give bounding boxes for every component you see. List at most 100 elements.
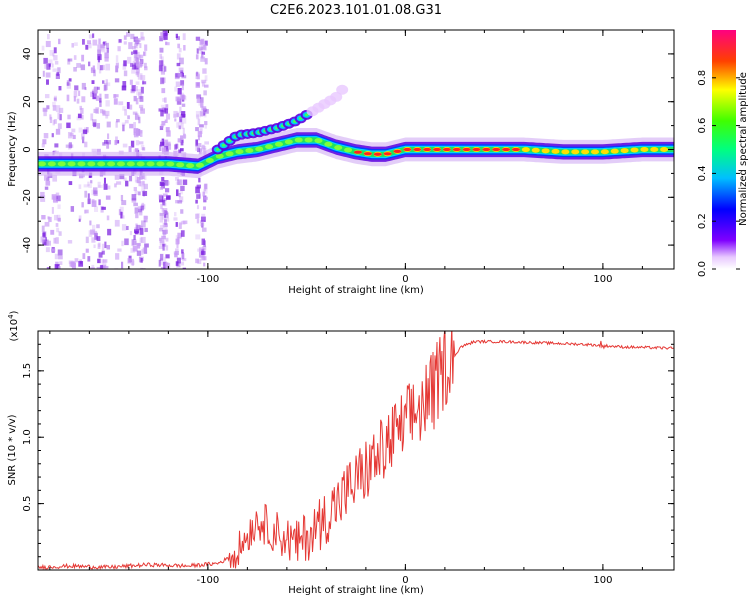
noise-speck bbox=[129, 62, 134, 67]
noise-speck bbox=[175, 199, 179, 204]
noise-speck bbox=[46, 105, 50, 110]
noise-speck bbox=[106, 47, 109, 53]
noise-speck bbox=[105, 63, 111, 71]
noise-speck bbox=[46, 177, 50, 181]
noise-speck bbox=[175, 222, 178, 227]
noise-speck bbox=[196, 71, 199, 77]
noise-speck bbox=[113, 94, 117, 99]
noise-speck bbox=[164, 212, 169, 219]
noise-speck bbox=[91, 90, 95, 94]
blob-core bbox=[511, 147, 520, 152]
noise-speck bbox=[105, 100, 110, 107]
noise-speck bbox=[84, 141, 88, 148]
noise-speck bbox=[158, 65, 163, 72]
noise-speck bbox=[182, 179, 188, 185]
noise-speck bbox=[130, 140, 135, 148]
noise-speck bbox=[203, 189, 208, 194]
noise-speck bbox=[200, 38, 205, 45]
noise-speck bbox=[106, 185, 111, 190]
noise-speck bbox=[48, 59, 53, 65]
noise-speck bbox=[196, 184, 202, 189]
snr-ylabel: SNR (10 * v/v) bbox=[7, 414, 18, 485]
noise-speck bbox=[141, 202, 145, 207]
noise-speck bbox=[92, 230, 98, 235]
noise-speck bbox=[181, 84, 184, 91]
noise-speck bbox=[159, 258, 163, 265]
noise-speck bbox=[134, 190, 139, 195]
noise-speck bbox=[99, 259, 105, 264]
noise-speck bbox=[140, 32, 144, 39]
noise-speck bbox=[196, 205, 200, 210]
noise-speck bbox=[106, 140, 112, 145]
noise-speck bbox=[180, 140, 184, 146]
noise-speck bbox=[66, 94, 70, 102]
noise-speck bbox=[177, 138, 182, 143]
noise-speck bbox=[81, 82, 86, 90]
noise-speck bbox=[118, 101, 124, 106]
noise-speck bbox=[116, 181, 122, 185]
noise-speck bbox=[203, 111, 206, 116]
noise-speck bbox=[125, 180, 129, 187]
noise-speck bbox=[178, 149, 182, 154]
noise-speck bbox=[90, 267, 95, 269]
noise-speck bbox=[159, 125, 164, 131]
noise-speck bbox=[93, 92, 97, 98]
noise-speck bbox=[164, 218, 170, 222]
noise-speck bbox=[136, 89, 141, 96]
noise-speck bbox=[66, 122, 71, 129]
noise-speck bbox=[54, 264, 60, 269]
noise-speck bbox=[90, 67, 94, 72]
noise-speck bbox=[59, 261, 63, 266]
noise-speck bbox=[98, 69, 102, 74]
noise-speck bbox=[179, 106, 182, 113]
noise-speck bbox=[55, 73, 60, 80]
noise-speck bbox=[140, 75, 146, 81]
noise-speck bbox=[201, 106, 207, 111]
noise-speck bbox=[104, 241, 107, 249]
noise-speck bbox=[176, 122, 179, 128]
noise-speck bbox=[81, 96, 86, 103]
noise-speck bbox=[175, 189, 179, 197]
noise-speck bbox=[107, 228, 112, 236]
noise-speck bbox=[81, 54, 85, 62]
noise-speck bbox=[160, 71, 166, 75]
noise-speck bbox=[103, 41, 107, 46]
noise-speck bbox=[160, 203, 163, 210]
noise-speck bbox=[46, 79, 49, 85]
noise-speck bbox=[53, 55, 58, 61]
noise-speck bbox=[177, 179, 182, 186]
blob-core bbox=[423, 147, 432, 152]
noise-speck bbox=[166, 141, 171, 146]
noise-speck bbox=[142, 190, 148, 196]
noise-speck bbox=[200, 101, 204, 108]
noise-speck bbox=[73, 96, 76, 102]
noise-speck bbox=[173, 113, 177, 119]
noise-speck bbox=[96, 86, 100, 90]
noise-speck bbox=[98, 184, 103, 188]
noise-speck bbox=[143, 51, 146, 56]
blob-core bbox=[363, 152, 372, 156]
snr-xlabel: Height of straight line (km) bbox=[288, 585, 424, 596]
noise-speck bbox=[176, 53, 181, 60]
blob bbox=[590, 149, 599, 155]
noise-speck bbox=[88, 34, 94, 39]
noise-speck bbox=[195, 139, 199, 147]
noise-speck bbox=[133, 50, 138, 55]
noise-speck bbox=[47, 33, 50, 40]
noise-speck bbox=[195, 199, 198, 204]
noise-speck bbox=[74, 258, 79, 263]
noise-speck bbox=[175, 81, 181, 87]
spectrogram-xlabel: Height of straight line (km) bbox=[288, 285, 424, 296]
noise-speck bbox=[200, 97, 204, 103]
noise-speck bbox=[202, 191, 206, 197]
noise-speck bbox=[55, 192, 60, 197]
noise-speck bbox=[58, 231, 62, 236]
noise-speck bbox=[162, 222, 168, 228]
noise-speck bbox=[73, 90, 78, 98]
branch-center bbox=[215, 148, 220, 151]
noise-speck bbox=[174, 118, 177, 122]
noise-speck bbox=[164, 104, 169, 109]
noise-speck bbox=[160, 77, 165, 85]
noise-speck bbox=[88, 184, 92, 189]
noise-speck bbox=[195, 36, 201, 41]
